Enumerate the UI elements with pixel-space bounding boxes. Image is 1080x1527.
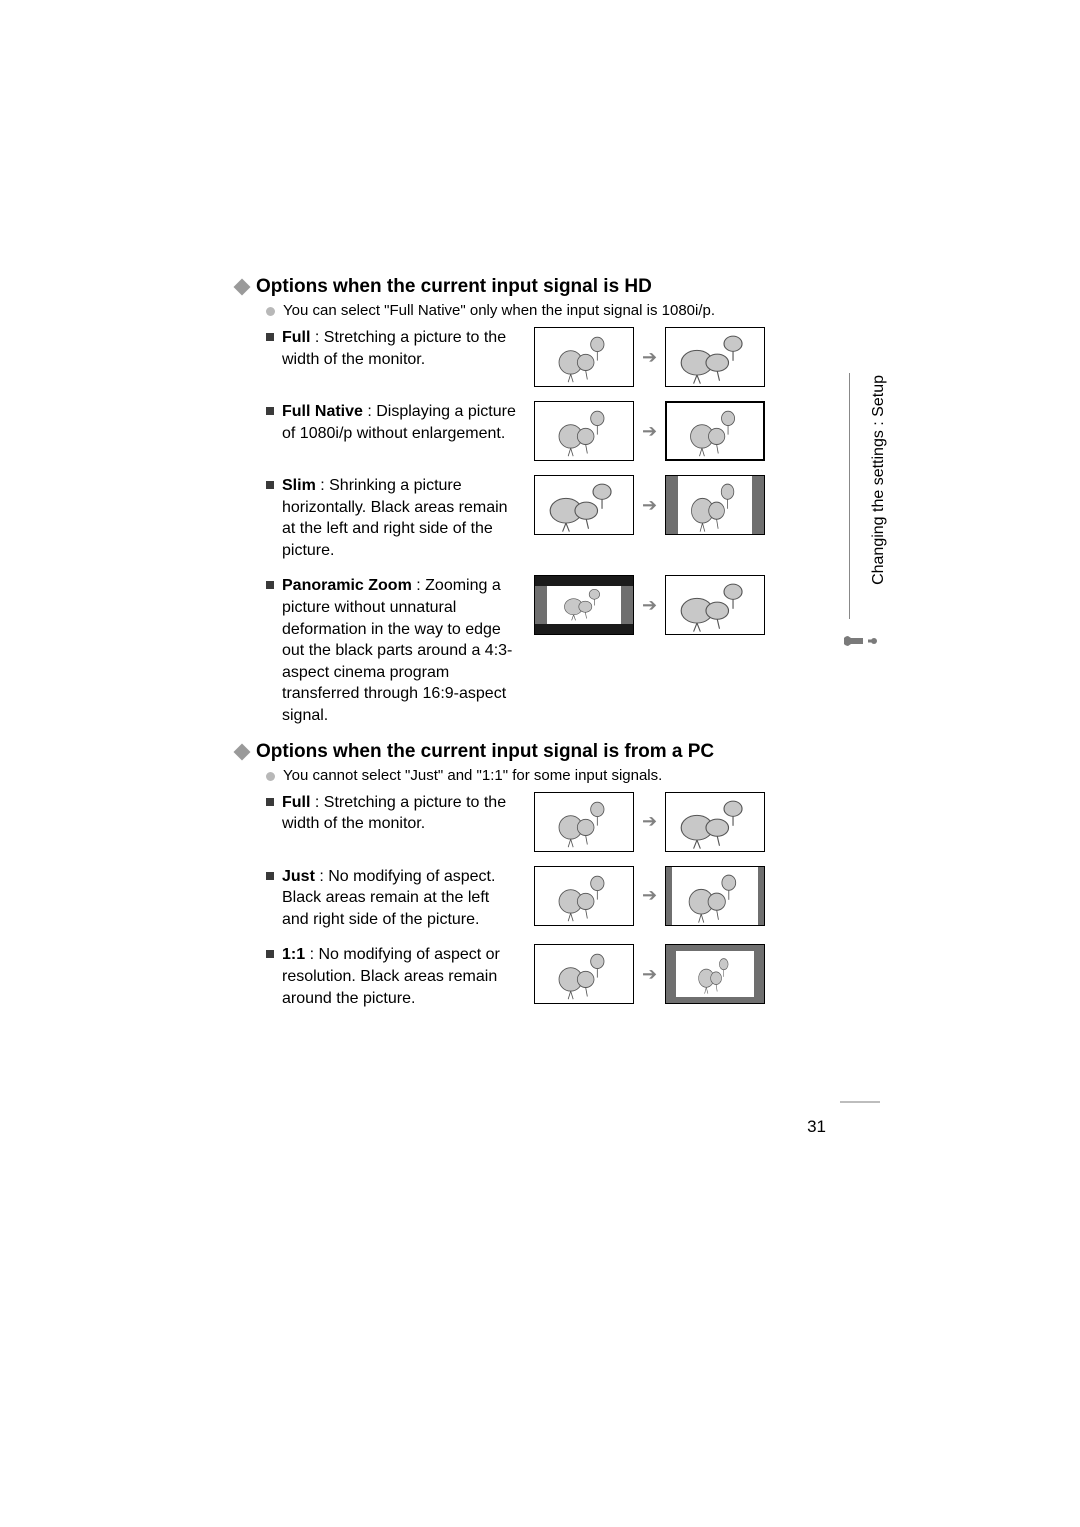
aspect-thumb-pillarbox [665,475,765,535]
wrench-icon [844,632,884,650]
section-note-text: You cannot select "Just" and "1:1" for s… [283,767,662,784]
arrow-right-icon: ➔ [642,347,657,368]
option-desc: : Stretching a picture to the width of t… [282,794,506,833]
section-heading: Options when the current input signal is… [236,276,850,298]
arrow-right-icon: ➔ [642,421,657,442]
diamond-icon [234,743,251,760]
option-label: Slim [282,477,316,494]
option-desc: : No modifying of aspect or resolution. … [282,946,500,1006]
option-label: Full [282,329,310,346]
option-thumbs: ➔ [534,475,765,535]
aspect-thumb-windowbox [534,575,634,635]
option-row: Panoramic Zoom : Zooming a picture witho… [266,575,850,726]
option-text: Full : Stretching a picture to the width… [266,327,516,370]
section-heading-text: Options when the current input signal is… [256,276,652,298]
footer-accent [840,1101,880,1103]
square-bullet-icon [266,950,274,958]
aspect-thumb-wide [665,792,765,852]
option-row: Full Native : Displaying a picture of 10… [266,401,850,461]
aspect-thumb-normal [534,866,634,926]
arrow-right-icon: ➔ [642,964,657,985]
option-thumbs: ➔ [534,575,765,635]
page-number: 31 [807,1117,826,1137]
circle-bullet-icon [266,307,275,316]
option-thumbs: ➔ [534,866,765,926]
option-text: 1:1 : No modifying of aspect or resoluti… [266,944,516,1009]
aspect-thumb-normal [534,327,634,387]
option-label: Full Native [282,403,363,420]
option-text: Full Native : Displaying a picture of 10… [266,401,516,444]
option-row: Just : No modifying of aspect. Black are… [266,866,850,931]
aspect-thumb-pillarbox-thin [665,866,765,926]
option-label: Full [282,794,310,811]
section-heading: Options when the current input signal is… [236,741,850,763]
square-bullet-icon [266,481,274,489]
arrow-right-icon: ➔ [642,885,657,906]
aspect-thumb-normal [534,944,634,1004]
aspect-thumb-wide [534,475,634,535]
section-note-text: You can select "Full Native" only when t… [283,302,715,319]
option-label: 1:1 [282,946,305,963]
circle-bullet-icon [266,772,275,781]
arrow-right-icon: ➔ [642,595,657,616]
option-row: 1:1 : No modifying of aspect or resoluti… [266,944,850,1009]
option-row: Slim : Shrinking a picture horizontally.… [266,475,850,561]
diamond-icon [234,279,251,296]
side-tab-divider [849,373,850,619]
aspect-thumb-wide [665,327,765,387]
arrow-right-icon: ➔ [642,495,657,516]
manual-page: Changing the settings : Setup Options wh… [0,0,1080,1527]
section-note: You can select "Full Native" only when t… [266,302,850,319]
option-text: Just : No modifying of aspect. Black are… [266,866,516,931]
square-bullet-icon [266,581,274,589]
option-row: Full : Stretching a picture to the width… [266,792,850,852]
option-thumbs: ➔ [534,327,765,387]
square-bullet-icon [266,333,274,341]
aspect-thumb-normal [534,401,634,461]
option-label: Just [282,868,315,885]
section-heading-text: Options when the current input signal is… [256,741,714,763]
square-bullet-icon [266,872,274,880]
option-thumbs: ➔ [534,401,765,461]
option-row: Full : Stretching a picture to the width… [266,327,850,387]
aspect-thumb-allbox [665,944,765,1004]
square-bullet-icon [266,798,274,806]
option-text: Slim : Shrinking a picture horizontally.… [266,475,516,561]
option-text: Panoramic Zoom : Zooming a picture witho… [266,575,516,726]
aspect-thumb-wide [665,575,765,635]
side-tab: Changing the settings : Setup [840,375,880,675]
option-desc: : Shrinking a picture horizontally. Blac… [282,477,508,559]
square-bullet-icon [266,407,274,415]
option-desc: : Zooming a picture without unnatural de… [282,577,512,724]
option-thumbs: ➔ [534,792,765,852]
option-label: Panoramic Zoom [282,577,412,594]
option-desc: : No modifying of aspect. Black areas re… [282,868,495,928]
option-thumbs: ➔ [534,944,765,1004]
arrow-right-icon: ➔ [642,811,657,832]
aspect-thumb-normal-thick [665,401,765,461]
side-tab-label: Changing the settings : Setup [870,375,888,585]
section-note: You cannot select "Just" and "1:1" for s… [266,767,850,784]
aspect-thumb-normal [534,792,634,852]
option-desc: : Stretching a picture to the width of t… [282,329,506,368]
option-text: Full : Stretching a picture to the width… [266,792,516,835]
